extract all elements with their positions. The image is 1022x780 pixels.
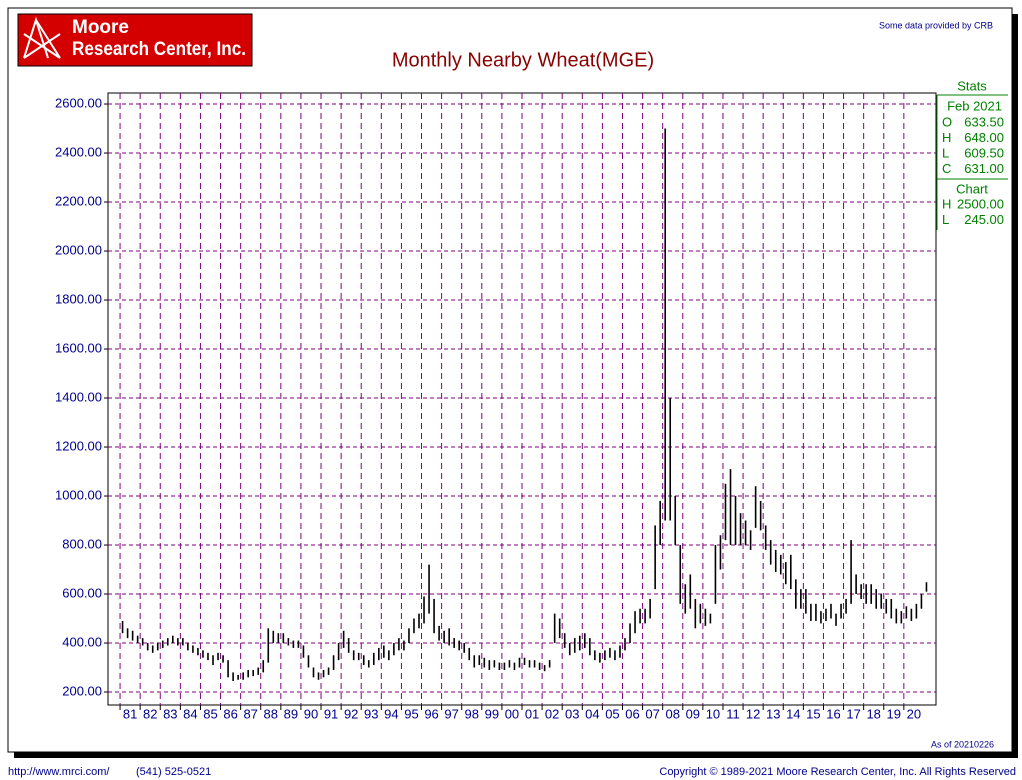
x-tick-label: 85 [203,706,217,721]
stats-panel: Stats Feb 2021 O 633.50 H 648.00 L 609.50 C 631… [936,78,1008,230]
x-tick-label: 86 [223,706,237,721]
x-tick-label: 83 [163,706,177,721]
stats-value: 609.50 [964,145,1004,160]
y-tick-label: 1400.00 [55,389,102,404]
stats-title: Stats [957,78,987,93]
y-tick-label: 2000.00 [55,242,102,257]
y-tick-label: 200.00 [62,683,102,698]
credit: Some data provided by CRB [879,20,993,30]
y-tick-label: 800.00 [62,536,102,551]
stats-key: H [942,196,951,211]
x-tick-label: 08 [665,706,679,721]
x-tick-label: 81 [123,706,137,721]
x-tick-label: 89 [284,706,298,721]
y-tick-label: 1000.00 [55,487,102,502]
y-tick-label: 600.00 [62,585,102,600]
logo-line: Moore [72,17,129,38]
footer-url: http://www.mrci.com/ [8,766,110,778]
x-tick-label: 06 [625,706,639,721]
logo-icon [23,16,61,59]
x-tick-label: 94 [384,706,398,721]
x-tick-label: 05 [605,706,619,721]
y-tick-label: 2200.00 [55,193,102,208]
footer-phone: (541) 525-0521 [136,766,211,778]
x-tick-label: 07 [645,706,659,721]
stats-date: Feb 2021 [947,98,1002,113]
x-tick-label: 16 [826,706,840,721]
stats-value: 633.50 [964,114,1004,129]
x-tick-label: 02 [545,706,559,721]
x-tick-label: 04 [585,706,599,721]
x-tick-label: 93 [364,706,378,721]
x-tick-label: 18 [866,706,880,721]
logo-line: Research Center, Inc. [72,39,246,60]
y-tick-label: 1200.00 [55,438,102,453]
stats-key: L [942,212,949,227]
x-tick-label: 17 [846,706,860,721]
x-tick-label: 12 [746,706,760,721]
y-tick-label: 1800.00 [55,291,102,306]
footer-copyright: Copyright © 1989-2021 Moore Research Cen… [659,766,1016,778]
stats-value: 2500.00 [957,196,1004,211]
chart-title: Monthly Nearby Wheat(MGE) [392,49,654,71]
stats-key: C [942,161,951,176]
x-tick-label: 10 [706,706,720,721]
x-tick-label: 14 [786,706,800,721]
x-tick-label: 09 [686,706,700,721]
x-tick-label: 87 [243,706,257,721]
x-tick-label: 11 [726,706,740,721]
y-tick-label: 1600.00 [55,340,102,355]
x-tick-label: 99 [485,706,499,721]
x-tick-label: 00 [505,706,519,721]
x-tick-label: 20 [907,706,921,721]
x-tick-label: 84 [183,706,197,721]
stats-key: H [942,130,951,145]
y-tick-label: 2600.00 [55,95,102,110]
as-of: As of 20210226 [931,739,994,749]
x-tick-label: 15 [806,706,820,721]
x-tick-label: 96 [424,706,438,721]
x-tick-label: 03 [565,706,579,721]
stats-chart-title: Chart [956,181,988,196]
x-tick-label: 88 [264,706,278,721]
stats-value: 631.00 [964,161,1004,176]
stats-value: 245.00 [964,212,1004,227]
stats-key: O [942,114,952,129]
x-tick-label: 90 [304,706,318,721]
x-tick-label: 95 [404,706,418,721]
x-tick-label: 82 [143,706,157,721]
x-tick-label: 92 [344,706,358,721]
stats-key: L [942,145,949,160]
stats-value: 648.00 [964,130,1004,145]
x-tick-label: 91 [324,706,338,721]
x-tick-label: 97 [444,706,458,721]
x-tick-label: 13 [766,706,780,721]
x-tick-label: 01 [525,706,539,721]
y-tick-label: 400.00 [62,634,102,649]
y-tick-label: 2400.00 [55,144,102,159]
x-tick-label: 19 [887,706,901,721]
logo-box [17,13,253,67]
x-tick-label: 98 [465,706,479,721]
